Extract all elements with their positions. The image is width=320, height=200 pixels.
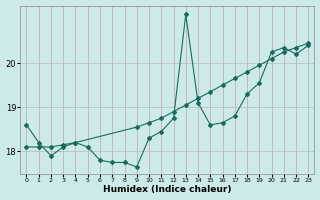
X-axis label: Humidex (Indice chaleur): Humidex (Indice chaleur)	[103, 185, 232, 194]
